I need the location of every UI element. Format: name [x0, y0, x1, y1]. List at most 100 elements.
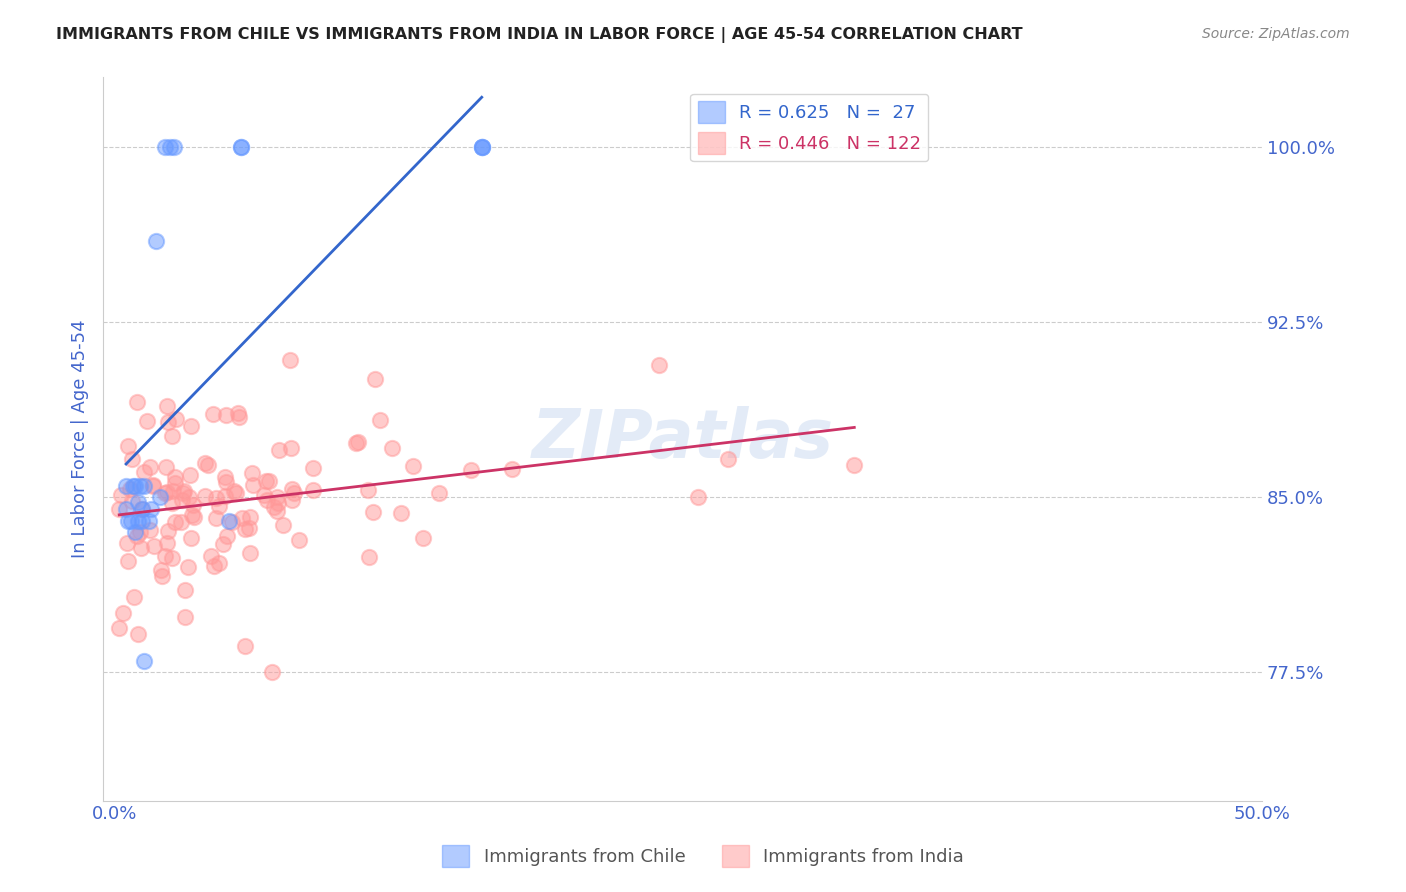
- Point: [460, 463, 482, 477]
- Point: [155, 459, 177, 474]
- Legend: Immigrants from Chile, Immigrants from India: Immigrants from Chile, Immigrants from I…: [434, 838, 972, 874]
- Point: [165, 515, 187, 529]
- Point: [135, 414, 157, 428]
- Point: [118, 482, 141, 496]
- Point: [159, 140, 181, 154]
- Point: [716, 452, 738, 467]
- Point: [162, 495, 184, 509]
- Point: [127, 495, 149, 509]
- Y-axis label: In Labor Force | Age 45-54: In Labor Force | Age 45-54: [72, 319, 89, 558]
- Point: [221, 515, 243, 529]
- Point: [139, 459, 162, 474]
- Point: [112, 606, 135, 620]
- Point: [181, 498, 204, 512]
- Point: [173, 583, 195, 598]
- Point: [301, 483, 323, 497]
- Point: [153, 549, 176, 563]
- Point: [141, 502, 163, 516]
- Point: [163, 470, 186, 484]
- Point: [267, 496, 290, 510]
- Point: [471, 140, 494, 154]
- Point: [127, 395, 149, 409]
- Point: [115, 478, 138, 492]
- Point: [228, 409, 250, 424]
- Point: [177, 559, 200, 574]
- Point: [156, 485, 179, 500]
- Point: [139, 523, 162, 537]
- Point: [108, 622, 131, 636]
- Point: [471, 140, 494, 154]
- Point: [131, 502, 153, 516]
- Point: [501, 462, 523, 476]
- Point: [239, 509, 262, 524]
- Point: [152, 569, 174, 583]
- Point: [844, 458, 866, 473]
- Point: [117, 554, 139, 568]
- Point: [134, 478, 156, 492]
- Point: [127, 514, 149, 528]
- Point: [131, 501, 153, 516]
- Point: [157, 415, 180, 429]
- Point: [253, 488, 276, 502]
- Point: [238, 521, 260, 535]
- Point: [214, 470, 236, 484]
- Point: [120, 514, 142, 528]
- Point: [302, 461, 325, 475]
- Point: [162, 483, 184, 498]
- Point: [215, 475, 238, 490]
- Text: IMMIGRANTS FROM CHILE VS IMMIGRANTS FROM INDIA IN LABOR FORCE | AGE 45-54 CORREL: IMMIGRANTS FROM CHILE VS IMMIGRANTS FROM…: [56, 27, 1024, 43]
- Point: [153, 140, 176, 154]
- Point: [129, 541, 152, 555]
- Point: [165, 412, 187, 426]
- Point: [165, 475, 187, 490]
- Point: [201, 407, 224, 421]
- Point: [181, 508, 204, 522]
- Point: [222, 483, 245, 498]
- Point: [124, 478, 146, 492]
- Point: [357, 483, 380, 498]
- Point: [254, 475, 277, 489]
- Point: [280, 482, 302, 496]
- Point: [233, 522, 256, 536]
- Point: [150, 563, 173, 577]
- Point: [180, 419, 202, 434]
- Point: [124, 525, 146, 540]
- Point: [127, 529, 149, 543]
- Point: [381, 442, 404, 456]
- Point: [231, 511, 253, 525]
- Point: [173, 484, 195, 499]
- Point: [138, 514, 160, 528]
- Point: [115, 502, 138, 516]
- Point: [197, 458, 219, 472]
- Point: [157, 524, 180, 539]
- Point: [288, 533, 311, 548]
- Point: [427, 486, 450, 500]
- Point: [647, 359, 669, 373]
- Point: [228, 406, 250, 420]
- Point: [160, 551, 183, 566]
- Point: [131, 514, 153, 528]
- Text: ZIPatlas: ZIPatlas: [531, 406, 834, 472]
- Point: [142, 479, 165, 493]
- Point: [225, 486, 247, 500]
- Point: [471, 140, 494, 154]
- Point: [177, 490, 200, 504]
- Point: [108, 502, 131, 516]
- Point: [368, 413, 391, 427]
- Point: [242, 478, 264, 492]
- Point: [149, 491, 172, 505]
- Point: [153, 485, 176, 500]
- Point: [183, 510, 205, 524]
- Text: Source: ZipAtlas.com: Source: ZipAtlas.com: [1202, 27, 1350, 41]
- Point: [170, 516, 193, 530]
- Point: [156, 399, 179, 413]
- Point: [134, 654, 156, 668]
- Point: [280, 442, 302, 456]
- Point: [271, 517, 294, 532]
- Point: [256, 493, 278, 508]
- Point: [229, 140, 252, 154]
- Point: [117, 439, 139, 453]
- Point: [200, 549, 222, 563]
- Point: [347, 435, 370, 450]
- Point: [357, 549, 380, 564]
